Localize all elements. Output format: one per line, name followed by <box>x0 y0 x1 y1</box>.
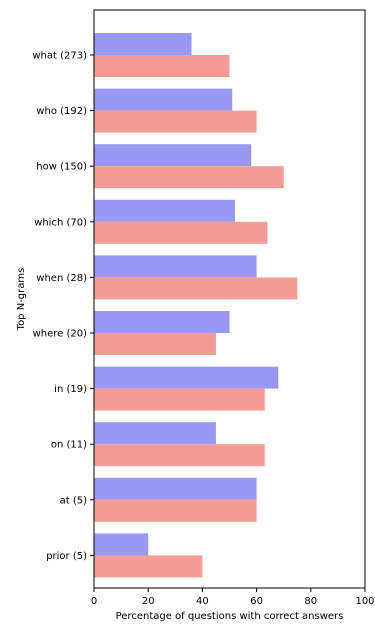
bars-group <box>94 33 298 578</box>
bar-series-1-9 <box>94 533 149 556</box>
y-tick-label-9: prior (5) <box>46 551 87 562</box>
bar-series-2-6 <box>94 388 265 411</box>
bar-series-2-7 <box>94 444 265 467</box>
x-tick-label-4: 80 <box>304 596 317 607</box>
bar-series-1-6 <box>94 366 279 389</box>
y-axis-ticks: what (273) who (192) how (150) which (70) wh… <box>32 51 94 562</box>
x-tick-label-3: 60 <box>250 596 263 607</box>
y-tick-label-7: on (11) <box>51 440 87 451</box>
y-tick-label-0: what (273) <box>32 51 87 62</box>
plot-frame <box>93 9 366 589</box>
x-axis-ticks: 0 20 40 60 80 100 <box>91 588 375 607</box>
bar-series-1-5 <box>94 311 230 333</box>
bar-series-2-8 <box>94 499 257 522</box>
bar-series-1-8 <box>94 477 257 500</box>
bar-series-1-3 <box>94 199 235 222</box>
x-tick-label-5: 100 <box>355 596 374 607</box>
bar-series-2-3 <box>94 221 268 244</box>
bar-series-2-9 <box>94 555 203 578</box>
bar-series-1-1 <box>94 88 233 111</box>
bar-series-2-1 <box>94 110 257 133</box>
bar-series-1-4 <box>94 255 257 278</box>
y-tick-label-8: at (5) <box>60 495 87 506</box>
y-tick-label-2: how (150) <box>36 162 87 173</box>
y-axis-label: Top N-grams <box>16 268 27 332</box>
x-tick-label-0: 0 <box>91 596 97 607</box>
bar-series-2-2 <box>94 166 284 189</box>
y-tick-label-1: who (192) <box>36 106 87 117</box>
bar-series-1-2 <box>94 144 252 167</box>
bar-series-1-0 <box>94 33 192 55</box>
bar-series-2-5 <box>94 333 216 355</box>
bar-series-2-4 <box>94 277 298 300</box>
y-tick-label-5: where (20) <box>33 329 88 340</box>
bar-series-2-0 <box>94 55 230 77</box>
bar-series-1-7 <box>94 422 216 445</box>
y-tick-label-3: which (70) <box>34 217 87 228</box>
x-tick-label-1: 20 <box>142 596 155 607</box>
y-tick-label-4: when (28) <box>36 273 87 284</box>
x-tick-label-2: 40 <box>196 596 209 607</box>
x-axis-label: Percentage of questions with correct ans… <box>116 611 344 622</box>
y-tick-label-6: in (19) <box>54 384 87 395</box>
